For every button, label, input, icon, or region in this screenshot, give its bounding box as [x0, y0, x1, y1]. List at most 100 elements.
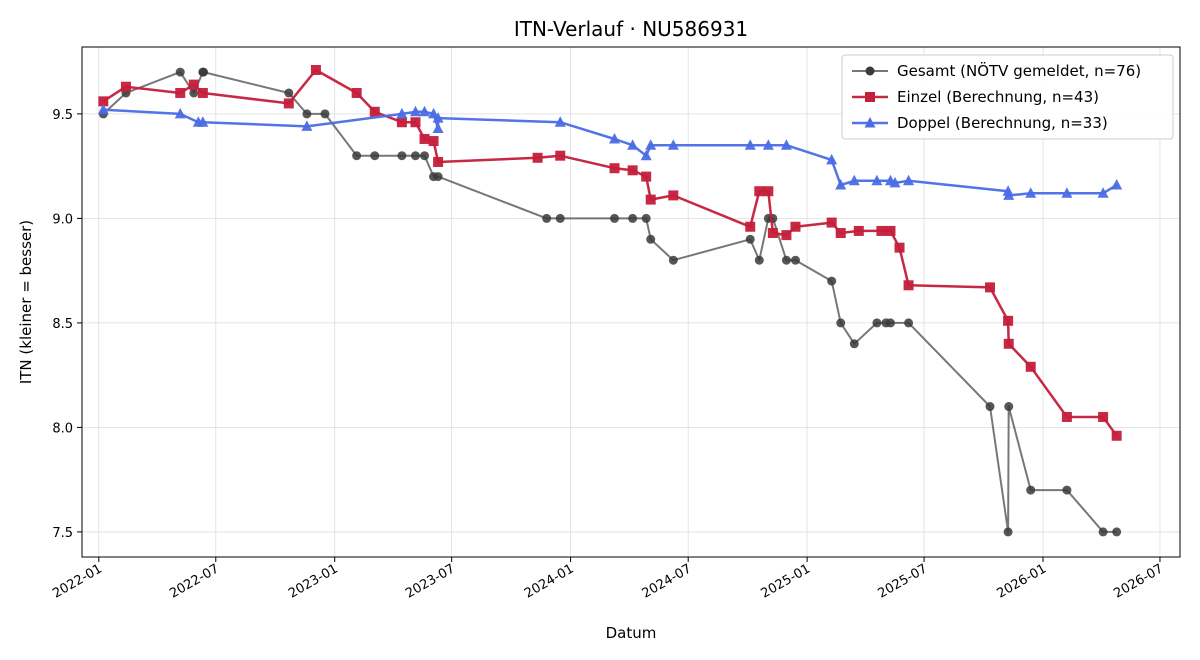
data-point	[835, 228, 846, 239]
data-point	[320, 109, 330, 119]
plot-frame	[81, 46, 1181, 558]
data-point	[849, 339, 859, 349]
data-point	[610, 213, 620, 223]
data-point	[640, 149, 652, 161]
legend-label: Doppel (Berechnung, n=33)	[897, 114, 1108, 132]
data-point	[627, 139, 639, 150]
data-point	[762, 139, 774, 150]
data-point	[641, 213, 651, 223]
data-point	[1025, 187, 1037, 198]
y-tick-label: 9.0	[52, 212, 73, 227]
data-point	[310, 64, 321, 75]
data-point	[903, 174, 915, 186]
data-point	[1004, 402, 1014, 412]
data-point	[175, 87, 186, 98]
data-point	[781, 230, 792, 241]
data-point	[1003, 527, 1013, 537]
data-point	[97, 103, 109, 115]
data-point	[197, 116, 209, 127]
data-point	[781, 255, 791, 265]
data-point	[1003, 189, 1015, 200]
legend-label: Einzel (Berechnung, n=43)	[897, 88, 1099, 106]
y-tick-label: 7.5	[52, 526, 73, 541]
data-point	[871, 174, 883, 186]
data-point	[1061, 187, 1073, 198]
data-point	[428, 136, 439, 147]
data-point	[790, 221, 801, 232]
data-point	[790, 255, 800, 265]
series-triangle	[97, 103, 1123, 200]
data-point	[352, 151, 362, 161]
data-point	[433, 156, 444, 167]
data-point	[189, 88, 199, 98]
grid	[82, 47, 1180, 557]
data-point	[668, 190, 679, 201]
y-tick-label: 8.5	[52, 317, 73, 332]
data-point	[872, 318, 882, 328]
data-point	[197, 87, 208, 98]
data-point	[744, 139, 756, 150]
chart-title: ITN-Verlauf · NU586931	[514, 17, 748, 41]
legend-entry: Einzel (Berechnung, n=43)	[852, 88, 1099, 106]
data-point	[175, 67, 185, 77]
data-point	[754, 186, 765, 197]
data-point	[745, 221, 756, 232]
data-point	[1062, 485, 1072, 495]
data-point	[397, 151, 407, 161]
data-point	[174, 107, 186, 119]
data-point	[409, 105, 421, 117]
data-point	[1111, 178, 1123, 190]
data-point	[885, 225, 896, 236]
data-point	[745, 234, 755, 244]
data-point	[1111, 430, 1122, 441]
data-point	[396, 117, 407, 128]
data-point	[827, 276, 837, 286]
data-point	[627, 165, 638, 176]
data-point	[351, 87, 362, 98]
legend-marker	[865, 66, 875, 76]
data-point	[301, 120, 313, 131]
data-point	[876, 225, 887, 236]
data-point	[1003, 338, 1014, 349]
data-point	[410, 151, 420, 161]
data-point	[1098, 411, 1109, 422]
y-tick-label: 8.0	[52, 421, 73, 436]
data-point	[188, 79, 199, 90]
data-point	[1112, 527, 1122, 537]
data-point	[646, 234, 656, 244]
data-point	[410, 117, 421, 128]
data-point	[396, 107, 408, 119]
data-point	[420, 151, 430, 161]
data-point	[302, 109, 312, 119]
data-point	[903, 280, 914, 291]
legend: Gesamt (NÖTV gemeldet, n=76) Einzel (Bere…	[841, 54, 1174, 140]
legend-box	[841, 54, 1174, 140]
data-point	[532, 152, 543, 163]
data-point	[1097, 187, 1109, 198]
data-point	[985, 402, 995, 412]
data-point	[780, 139, 792, 150]
data-point	[1003, 315, 1014, 326]
data-point	[555, 150, 566, 161]
series-group	[97, 64, 1123, 537]
data-point	[283, 98, 294, 109]
data-point	[284, 88, 294, 98]
legend-marker	[864, 117, 876, 128]
data-point	[835, 178, 847, 190]
data-point	[894, 242, 905, 253]
series-square	[98, 64, 1122, 441]
data-point	[120, 81, 131, 92]
data-point	[826, 217, 837, 228]
data-point	[419, 133, 430, 144]
data-point	[641, 171, 652, 182]
legend-label: Gesamt (NÖTV gemeldet, n=76)	[897, 61, 1141, 80]
data-point	[889, 176, 901, 188]
data-point	[1026, 485, 1036, 495]
data-point	[848, 174, 860, 186]
data-point	[628, 213, 638, 223]
data-point	[609, 132, 621, 144]
legend-entry: Gesamt (NÖTV gemeldet, n=76)	[852, 61, 1141, 80]
data-point	[754, 255, 764, 265]
data-point	[419, 105, 431, 117]
